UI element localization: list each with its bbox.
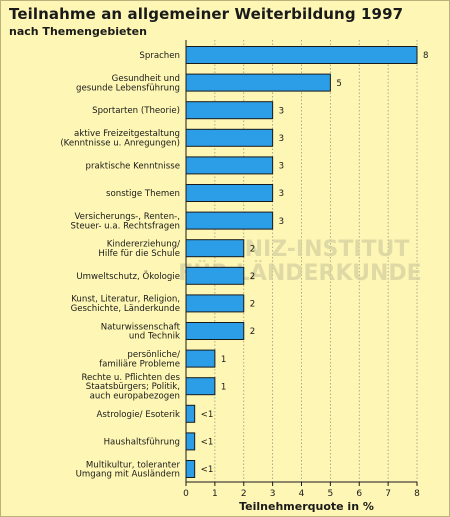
category-label: Hilfe für die Schule	[98, 249, 180, 259]
category-label: und Technik	[129, 332, 180, 342]
x-tick-label: 5	[328, 489, 334, 499]
value-label: <1	[201, 410, 214, 420]
x-axis-title: Teilnehmerquote in %	[239, 500, 374, 513]
x-tick-label: 7	[385, 489, 391, 499]
value-label: 1	[221, 355, 226, 365]
x-tick-label: 3	[270, 489, 276, 499]
category-label: Umweltschutz, Ökologie	[76, 271, 180, 282]
category-label: Umgang mit Ausländern	[76, 470, 180, 480]
bar	[185, 156, 274, 175]
category-label: (Kenntnisse u. Anregungen)	[60, 139, 180, 149]
value-label: <1	[201, 438, 214, 448]
category-label: praktische Kenntnisse	[86, 161, 181, 171]
bar	[185, 266, 245, 285]
category-label: Sprachen	[139, 51, 180, 61]
x-tick-label: 8	[414, 489, 420, 499]
category-label: sonstige Themen	[106, 189, 180, 199]
value-label: 3	[279, 217, 284, 227]
bar	[185, 432, 196, 451]
category-label: Naturwissenschaft	[101, 322, 181, 332]
bar	[185, 128, 274, 147]
value-label: 3	[279, 134, 284, 144]
bar	[185, 294, 245, 313]
category-label: gesunde Lebensführung	[76, 83, 180, 93]
chart-subtitle: nach Themengebieten	[9, 25, 147, 38]
bar	[185, 322, 245, 340]
value-label: 2	[250, 327, 255, 337]
value-label: 2	[250, 272, 255, 282]
category-label: Steuer- u.a. Rechtsfragen	[71, 221, 180, 231]
bar	[185, 211, 274, 230]
value-label: 3	[279, 106, 284, 116]
bar	[185, 460, 196, 478]
category-label: Kindererziehung/	[107, 240, 180, 250]
value-label: 1	[221, 382, 226, 392]
value-label: 3	[279, 162, 284, 172]
value-label: 5	[336, 79, 341, 89]
category-label: Staatsbürgers; Politik,	[86, 382, 180, 392]
category-label: Geschichte, Länderkunde	[71, 304, 180, 314]
category-label: auch europabezogen	[90, 392, 180, 402]
chart-title: Teilnahme an allgemeiner Weiterbildung 1…	[9, 5, 404, 23]
value-label: 2	[250, 300, 255, 310]
bar	[185, 239, 245, 258]
category-label: Kunst, Literatur, Religion,	[71, 295, 180, 305]
value-label: <1	[201, 465, 214, 475]
x-tick-label: 6	[356, 489, 362, 499]
category-label: Multikultur, toleranter	[86, 460, 181, 470]
bar	[185, 404, 196, 423]
value-label: 3	[279, 189, 284, 199]
category-label: Versicherungs-, Renten-,	[74, 212, 180, 222]
value-label: 2	[250, 244, 255, 254]
bar	[185, 46, 418, 64]
x-tick-label: 2	[241, 489, 247, 499]
category-label: Sportarten (Theorie)	[92, 106, 180, 116]
bar	[185, 73, 331, 92]
bar	[185, 377, 216, 396]
bar	[185, 349, 216, 368]
category-label: Haushaltsführung	[104, 437, 180, 447]
x-tick-label: 0	[183, 489, 189, 499]
category-label: aktive Freizeitgestaltung	[74, 129, 180, 139]
category-label: Astrologie/ Esoterik	[97, 410, 180, 420]
bar	[185, 184, 274, 202]
category-label: persönliche/	[127, 350, 180, 360]
category-label: familiäre Probleme	[99, 359, 180, 369]
bar	[185, 101, 274, 120]
category-label: Rechte u. Pflichten des	[81, 373, 180, 383]
value-label: 8	[423, 51, 428, 61]
x-tick-label: 1	[212, 489, 218, 499]
x-tick-label: 4	[299, 489, 305, 499]
category-label: Gesundheit und	[112, 74, 180, 84]
